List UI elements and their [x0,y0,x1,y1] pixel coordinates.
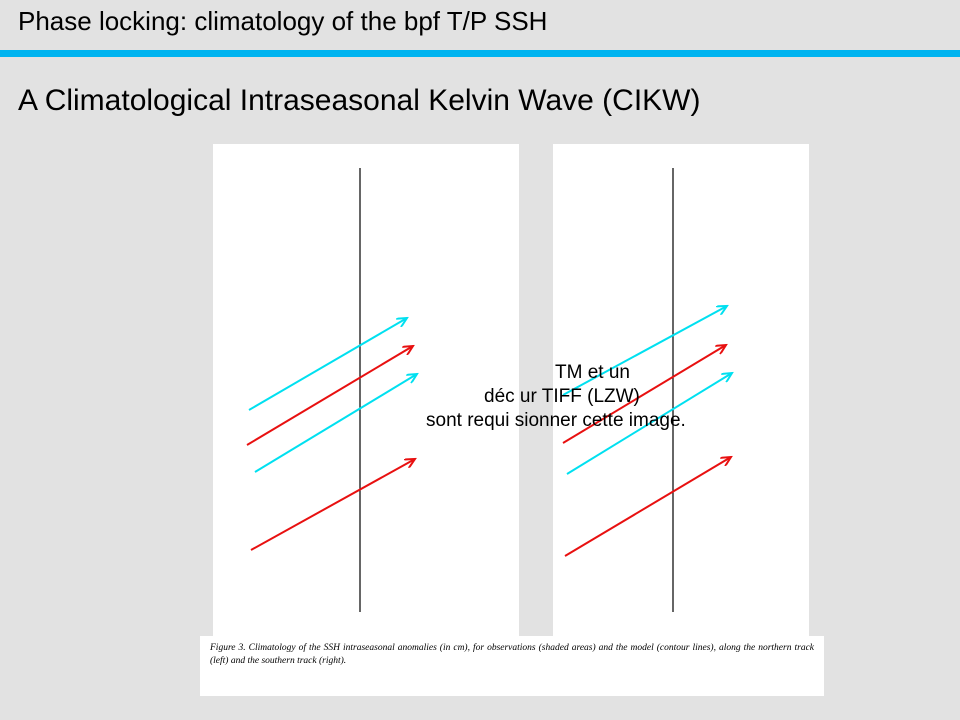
caption-text: Figure 3. Climatology of the SSH intrase… [210,643,814,666]
right-red-arrow-2 [564,457,731,557]
right-cyan-arrow-2 [566,373,732,475]
placeholder-text-line-1: TM et un [555,362,630,383]
left-cyan-arrow-1 [248,318,407,411]
right-red-arrow-1 [562,345,726,444]
left-red-arrow-2 [250,459,415,551]
placeholder-text-line-2: déc ur TIFF (LZW) [484,386,640,407]
figure-panel-northern-track [213,144,519,637]
figure-panel-southern-track [553,144,809,637]
placeholder-text-line-3: sont requi sionner cette image. [426,410,686,431]
right-cyan-arrow-1 [562,306,727,396]
left-cyan-arrow-2 [254,374,417,473]
left-red-arrow-1 [246,346,413,446]
slide-subtitle: A Climatological Intraseasonal Kelvin Wa… [18,84,701,117]
figure-caption: Figure 3. Climatology of the SSH intrase… [200,636,824,696]
slide-title: Phase locking: climatology of the bpf T/… [18,6,548,36]
title-divider [0,50,960,57]
